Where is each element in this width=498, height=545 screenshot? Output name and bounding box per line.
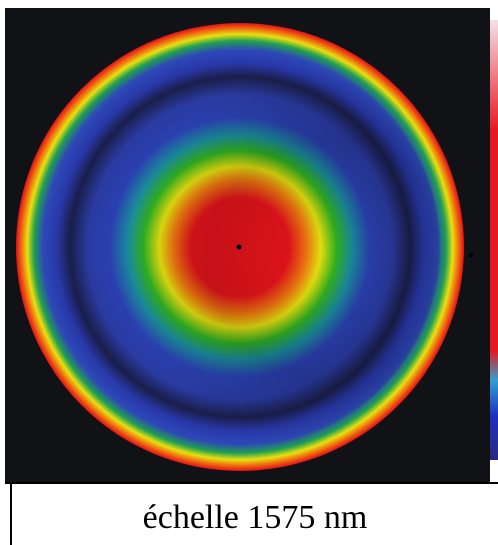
color-scale bbox=[490, 20, 498, 460]
caption: échelle 1575 nm bbox=[143, 499, 368, 536]
center-dot bbox=[236, 244, 242, 250]
edge-dot bbox=[468, 252, 474, 258]
